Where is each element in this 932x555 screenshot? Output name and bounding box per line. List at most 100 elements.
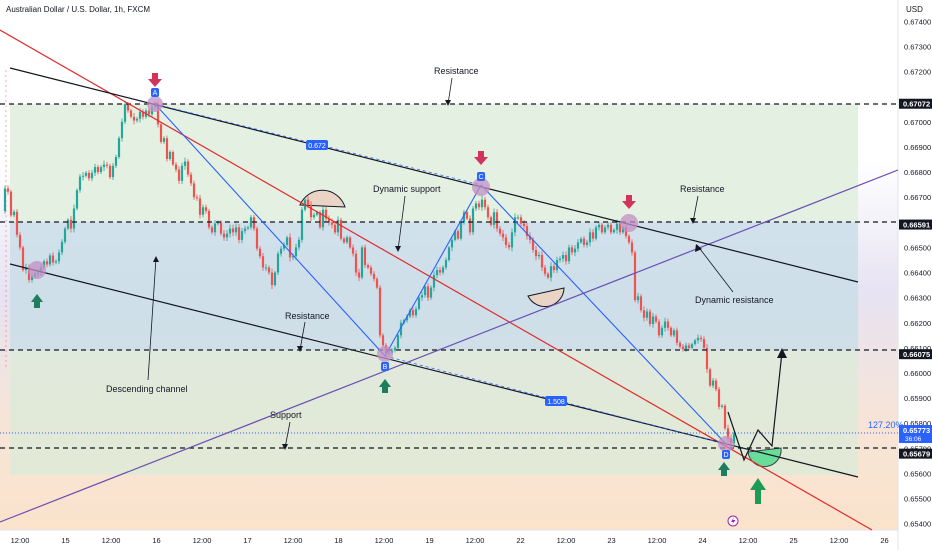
annotation-dynamic-resistance: Dynamic resistance xyxy=(695,295,774,305)
projection-path xyxy=(727,351,783,462)
candle-body xyxy=(435,270,439,276)
time-tick-label: 17 xyxy=(243,536,251,545)
candle-body xyxy=(183,161,187,166)
candle-body xyxy=(597,224,601,228)
candle-body xyxy=(339,219,343,239)
candle-body xyxy=(336,219,340,233)
candle-body xyxy=(540,254,544,268)
time-axis[interactable]: 12:00 15 12:00 16 12:00 17 12:00 18 12:00 19 12:00… xyxy=(11,536,889,545)
candle-body xyxy=(486,207,490,218)
candle-body xyxy=(411,310,415,316)
candle-body xyxy=(12,211,16,216)
candle-body xyxy=(678,342,682,347)
swing-circle-d xyxy=(718,436,734,452)
candle-body xyxy=(495,212,499,229)
candle-body xyxy=(267,267,271,273)
price-tick-label: 0.66800 xyxy=(904,168,931,177)
candle-body xyxy=(324,209,328,219)
candle-body xyxy=(48,255,52,265)
time-tick-label: 12:00 xyxy=(466,536,485,545)
price-tick-label: 0.66100 xyxy=(904,344,931,353)
candle-body xyxy=(249,217,253,228)
candle-body xyxy=(363,247,367,265)
candle-body xyxy=(102,164,106,168)
candle-body xyxy=(141,111,145,117)
candle-body xyxy=(711,380,715,386)
candle-body xyxy=(675,330,679,343)
candle-body xyxy=(726,428,730,439)
candle-body xyxy=(444,259,448,268)
candle-body xyxy=(513,217,517,233)
price-label-bg xyxy=(899,425,932,444)
candle-body xyxy=(705,347,709,370)
purple-trend-line xyxy=(0,169,899,523)
candle-body xyxy=(450,239,454,248)
candle-body xyxy=(498,228,502,234)
down-arrow-a xyxy=(148,73,162,87)
price-tick-label: 0.65400 xyxy=(904,520,931,529)
candle-body xyxy=(714,380,718,390)
candle-body xyxy=(708,369,712,386)
candle-body xyxy=(576,242,580,249)
candle-body xyxy=(312,214,316,218)
candle-body xyxy=(396,335,400,348)
candle-body xyxy=(687,345,691,348)
candle-body xyxy=(651,316,655,325)
pointer-head-7 xyxy=(282,444,288,450)
candle-body xyxy=(414,308,418,316)
annotation-resistance-top: Resistance xyxy=(434,66,479,76)
candle-body xyxy=(582,238,586,245)
candle-body xyxy=(462,212,466,223)
candle-body xyxy=(18,234,22,248)
pointer-head-5 xyxy=(297,346,303,352)
candle-body xyxy=(507,244,511,248)
candle-body xyxy=(453,231,457,240)
candle-body xyxy=(480,199,484,208)
candle-body xyxy=(174,164,178,170)
candle-body xyxy=(732,433,736,444)
time-tick-label: 12:00 xyxy=(739,536,758,545)
candle-body xyxy=(681,346,685,350)
pointer-head-4 xyxy=(695,244,702,252)
candle-body xyxy=(147,110,151,115)
candle-body xyxy=(51,255,55,263)
price-tick-label: 0.65900 xyxy=(904,394,931,403)
pointer-head-2 xyxy=(395,246,401,252)
candle-body xyxy=(477,203,481,208)
swing-circle-c xyxy=(472,178,490,196)
candle-body xyxy=(6,188,10,192)
time-tick-label: 25 xyxy=(789,536,797,545)
candle-body xyxy=(258,248,262,257)
candle-body xyxy=(441,267,445,273)
candle-body xyxy=(504,237,508,245)
pointer-descending-channel xyxy=(147,257,157,381)
candle-body xyxy=(552,266,556,271)
candle-body xyxy=(234,227,238,233)
time-tick-label: 22 xyxy=(516,536,524,545)
candle-body xyxy=(195,197,199,199)
time-tick-label: 12:00 xyxy=(557,536,576,545)
candle-body xyxy=(420,295,424,298)
fib-label: 127.20% xyxy=(868,420,904,430)
annotation-resistance-right: Resistance xyxy=(680,184,725,194)
candle-body xyxy=(546,273,550,278)
pointer-head-3 xyxy=(690,218,696,224)
candle-body xyxy=(603,227,607,233)
candle-body xyxy=(438,270,442,273)
candle-body xyxy=(129,110,133,117)
candle-body xyxy=(198,198,202,215)
pointer-head-1 xyxy=(445,100,451,106)
swing-circle-e xyxy=(620,214,638,232)
candle-body xyxy=(252,217,256,229)
candle-body xyxy=(468,218,472,233)
abcd-line-bc xyxy=(384,184,482,357)
candle-body xyxy=(111,165,115,178)
candle-body xyxy=(189,174,193,184)
pointer-resistance-mid xyxy=(299,321,306,351)
candle-body xyxy=(159,124,163,142)
candle-body xyxy=(246,227,250,229)
candle-body xyxy=(108,165,112,178)
candle-body xyxy=(564,254,568,262)
